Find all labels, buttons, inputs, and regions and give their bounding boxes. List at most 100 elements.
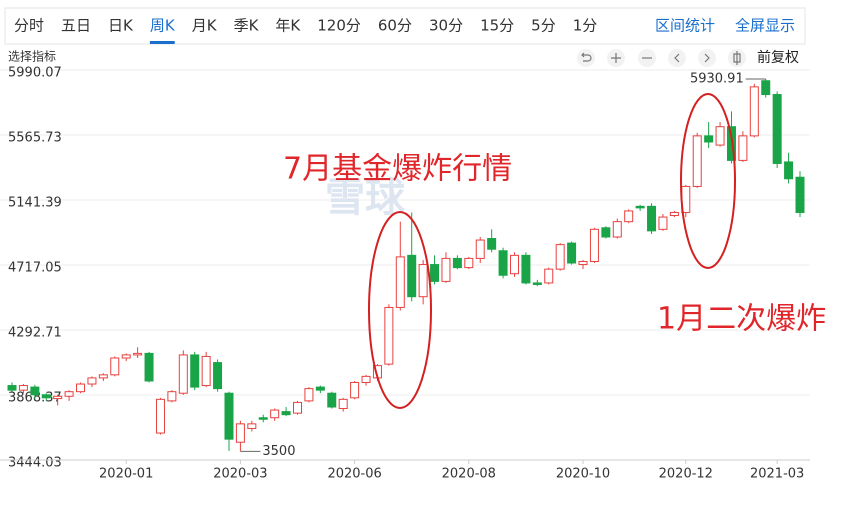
candle-body xyxy=(407,254,417,298)
right-button[interactable] xyxy=(698,49,716,67)
left-button[interactable] xyxy=(668,49,686,67)
candle-body xyxy=(624,210,634,223)
y-tick-label: 5141.39 xyxy=(8,196,62,211)
candle-body xyxy=(487,238,497,250)
candle-body xyxy=(749,86,759,137)
candle-body xyxy=(110,357,120,376)
candle-body xyxy=(738,135,748,161)
candle-body xyxy=(772,94,782,164)
candle-body xyxy=(144,352,154,382)
annotation: 7月基金爆炸行情 xyxy=(283,152,512,187)
candle-body xyxy=(7,385,17,391)
x-tick-label: 2020-10 xyxy=(556,467,610,482)
tab[interactable]: 60分 xyxy=(378,17,412,35)
candle-body xyxy=(155,398,165,434)
y-tick-label: 5565.73 xyxy=(8,131,62,146)
undo-icon xyxy=(581,52,592,62)
tab[interactable]: 季K xyxy=(234,17,260,35)
tab[interactable]: 年K xyxy=(275,17,301,35)
fullscreen[interactable]: 全屏显示 xyxy=(735,17,795,35)
candle-body xyxy=(76,383,86,393)
tab[interactable]: 15分 xyxy=(480,17,514,35)
candle-body xyxy=(213,362,223,390)
candle-body xyxy=(361,375,371,383)
candle-body xyxy=(258,417,268,420)
candle-body xyxy=(224,392,234,440)
candle-body xyxy=(235,423,245,443)
candle-body xyxy=(418,264,428,298)
tab-underline xyxy=(149,41,175,44)
candle-body xyxy=(41,394,51,399)
x-tick-label: 2020-08 xyxy=(442,467,496,482)
tab[interactable]: 月K xyxy=(192,17,218,35)
candle-body xyxy=(315,386,325,391)
tab[interactable]: 1分 xyxy=(573,17,598,35)
candle-body xyxy=(784,161,794,180)
tab[interactable]: 5分 xyxy=(531,17,556,35)
left-icon xyxy=(674,53,680,63)
candle-body xyxy=(452,257,462,269)
highlight-ellipse xyxy=(680,93,736,269)
x-tick-label: 2020-06 xyxy=(327,467,381,482)
tabs: 分时 五日 日K 周K 月K 季K 年K 120分 60分 30分 15分 5分 1分 xyxy=(14,17,598,44)
candle-body xyxy=(567,242,577,264)
candle-body xyxy=(133,352,143,356)
candle-body xyxy=(293,401,303,414)
y-tick-label: 3444.03 xyxy=(8,456,62,471)
candle-body xyxy=(544,268,554,284)
plot: 3444.033868.374292.714717.055141.395565.… xyxy=(0,66,810,482)
candle-icon xyxy=(733,51,741,65)
candle-body xyxy=(87,377,97,385)
candle-body xyxy=(430,264,440,282)
controls xyxy=(577,49,746,67)
candle-body xyxy=(521,254,531,284)
candle-body xyxy=(475,239,485,259)
x-tick-label: 2020-12 xyxy=(659,467,713,482)
candle-body xyxy=(201,355,211,387)
range-stats[interactable]: 区间统计 xyxy=(655,17,715,35)
tab[interactable]: 五日 xyxy=(61,17,91,35)
candle-body xyxy=(18,385,28,391)
candle-body xyxy=(270,409,280,419)
candle-body xyxy=(601,227,611,238)
tab[interactable]: 日K xyxy=(108,17,134,35)
tab[interactable]: 周K xyxy=(150,17,176,35)
candle-body xyxy=(304,388,314,402)
candle-body xyxy=(395,256,405,308)
candle-body xyxy=(658,216,668,230)
candle-body xyxy=(612,221,622,238)
candle-body xyxy=(669,211,679,217)
candle-body xyxy=(578,260,588,266)
toolbar-frame xyxy=(4,7,806,45)
candle-body xyxy=(178,354,188,394)
candle-body xyxy=(30,386,40,396)
y-tick-label: 4717.05 xyxy=(8,261,62,276)
undo-button[interactable] xyxy=(577,49,595,67)
tab[interactable]: 分时 xyxy=(14,17,44,35)
candle-body xyxy=(167,391,177,402)
x-tick-label: 2021-03 xyxy=(750,467,804,482)
candle-body xyxy=(441,257,451,282)
candle-body xyxy=(761,80,771,96)
annotation: 1月二次爆炸 xyxy=(657,302,826,337)
candle-body xyxy=(692,135,702,187)
candle-body xyxy=(635,205,645,209)
y-tick-label: 5990.07 xyxy=(8,66,62,81)
candle-body xyxy=(281,411,291,416)
candle-body xyxy=(532,282,542,285)
x-tick-label: 2020-01 xyxy=(99,467,153,482)
adjust-select[interactable]: 前复权 xyxy=(757,49,799,66)
candle-body xyxy=(338,398,348,410)
watermark: 雪球 xyxy=(325,175,406,221)
indicator-select[interactable]: 选择指标 xyxy=(8,49,56,64)
tab[interactable]: 30分 xyxy=(429,17,463,35)
x-tick-label: 2020-03 xyxy=(213,467,267,482)
candle-body xyxy=(498,250,508,276)
tab[interactable]: 120分 xyxy=(317,17,361,35)
candle-body xyxy=(647,205,657,232)
candle-body xyxy=(98,374,108,379)
candle-body xyxy=(190,354,200,388)
candle-body xyxy=(53,395,63,400)
candle-body xyxy=(350,381,360,399)
